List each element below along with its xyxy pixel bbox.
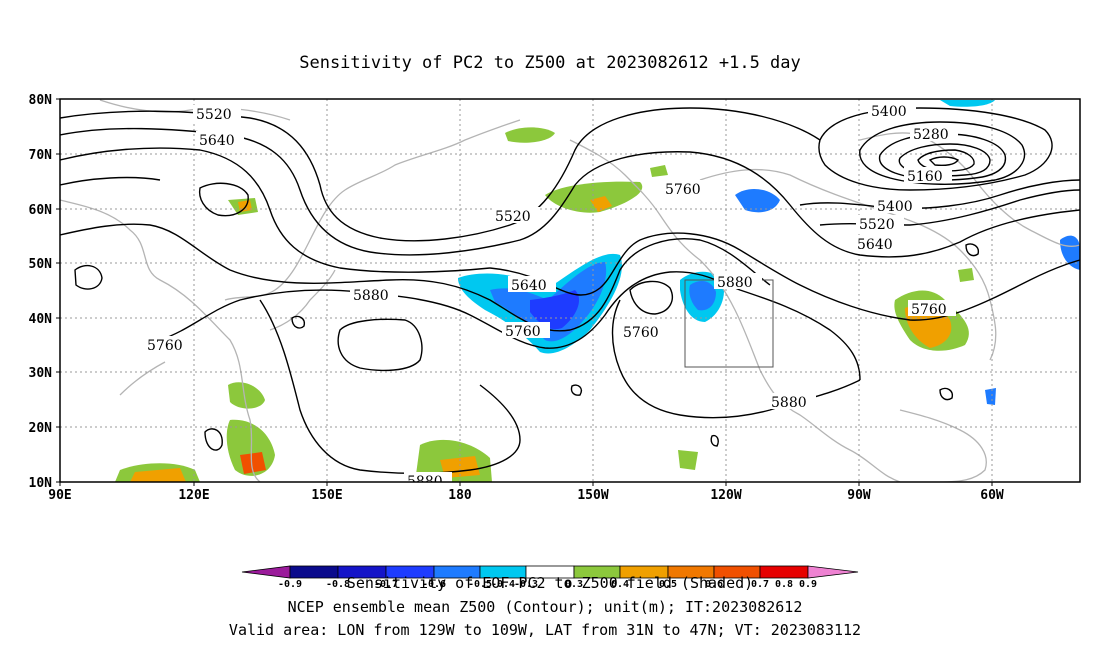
colorbar-label: 0.5 [659, 579, 677, 590]
lon-label: 180 [448, 488, 472, 503]
colorbar-label: -0.3 [514, 579, 538, 590]
shade-positive-hudson [958, 268, 974, 282]
lat-label: 10N [29, 476, 53, 491]
colorbar-label: -0.7 [374, 579, 398, 590]
shade-negative-canada [735, 188, 780, 213]
colorbar-segment [759, 565, 809, 579]
longitude-labels: 90E 120E 150E 180 150W 120W 90W 60W [48, 488, 1004, 503]
contour-label-5640-west: 5640 [199, 133, 235, 149]
shade-positive-west-pacific [228, 382, 265, 409]
lat-label: 70N [29, 148, 53, 163]
sensitivity-shading [115, 100, 1080, 482]
colorbar-label: 0.6 [705, 579, 723, 590]
shade-negative-ne-pacific-core [689, 280, 716, 311]
contour-label-5520-bering: 5520 [495, 209, 531, 225]
colorbar-right-arrow [807, 565, 859, 579]
shade-positive-alaska-orange [590, 196, 612, 212]
contour-label-5880-mexico: 5880 [771, 395, 807, 411]
colorbar-label: 0.4 [611, 579, 629, 590]
contour-label-5760-pacific: 5760 [505, 324, 541, 340]
colorbar-label: 0.9 [799, 579, 817, 590]
colorbar-label: -0.6 [422, 579, 446, 590]
map-area: 5520 5640 5400 5280 5160 5400 5520 5640 … [60, 99, 1080, 490]
z500-contours [60, 107, 1080, 475]
contour-label-5160: 5160 [907, 169, 943, 185]
contour-label-5760-low: 5760 [623, 325, 659, 341]
shade-positive-philippine-core [240, 452, 266, 474]
contour-label-5760-west: 5760 [147, 338, 183, 354]
coastlines [60, 99, 1080, 482]
shade-negative-darkcore [530, 290, 580, 330]
lon-label: 90E [48, 488, 71, 503]
shade-positive-south-china-core [130, 468, 186, 482]
figure-title: Sensitivity of PC2 to Z500 at 2023082612… [299, 53, 801, 73]
colorbar: -0.9 -0.8 -0.7 -0.6 -0.5 -0.4 -0.3 0.3 0… [241, 565, 859, 590]
contour-label-5760-atlantic: 5760 [911, 302, 947, 318]
colorbar-label: -0.5 [468, 579, 492, 590]
lon-label: 90W [847, 488, 871, 503]
footer-line-valid-area: Valid area: LON from 129W to 109W, LAT f… [229, 621, 861, 639]
shade-positive-alaska [545, 181, 643, 213]
contour-label-5520-west: 5520 [196, 107, 232, 123]
contour-label-5640-pacific: 5640 [511, 278, 547, 294]
contour-label-5880-south: 5880 [407, 474, 443, 490]
shade-positive-eastasia-core [238, 200, 252, 212]
colorbar-label: -0.9 [278, 579, 302, 590]
shade-positive-kamchatka [505, 127, 555, 143]
contour-label-5400-north: 5400 [871, 104, 907, 120]
contour-label-5280: 5280 [913, 127, 949, 143]
lat-label: 80N [29, 93, 53, 108]
lon-label: 60W [980, 488, 1004, 503]
lon-label: 120W [710, 488, 741, 503]
shade-positive-alaska2 [650, 165, 668, 177]
latitude-labels: 80N 70N 60N 50N 40N 30N 20N 10N [29, 93, 53, 491]
contour-labels: 5520 5640 5400 5280 5160 5400 5520 5640 … [144, 102, 958, 490]
colorbar-label: 0.3 [565, 579, 583, 590]
contour-label-5760-alaska: 5760 [665, 182, 701, 198]
colorbar-label: -0.4 [491, 579, 515, 590]
shade-negative-caribbean [985, 388, 996, 405]
shade-positive-hawaii [678, 450, 698, 470]
lon-label: 150W [577, 488, 608, 503]
lat-label: 20N [29, 421, 53, 436]
lat-label: 50N [29, 257, 53, 272]
lon-label: 150E [311, 488, 342, 503]
contour-label-5520-east: 5520 [859, 217, 895, 233]
lat-label: 60N [29, 203, 53, 218]
colorbar-label: -0.8 [326, 579, 350, 590]
lat-label: 30N [29, 366, 53, 381]
lat-label: 40N [29, 312, 53, 327]
map-frame [59, 98, 1081, 483]
colorbar-left-arrow [241, 565, 291, 579]
colorbar-label: 0.8 [775, 579, 793, 590]
footer-line-shading: Sensitivity of EOF PC2 to Z500 field (Sh… [347, 574, 753, 592]
contour-label-5880-west: 5880 [353, 288, 389, 304]
contour-label-5640-east: 5640 [857, 237, 893, 253]
contour-label-5400-east: 5400 [877, 199, 913, 215]
contour-label-5880-coast: 5880 [717, 275, 753, 291]
footer-line-contour: NCEP ensemble mean Z500 (Contour); unit(… [288, 598, 803, 616]
tick-marks [56, 98, 993, 486]
colorbar-label: 0.7 [751, 579, 769, 590]
shade-negative-arctic [940, 100, 995, 107]
lon-label: 120E [178, 488, 209, 503]
colorbar-segment [289, 565, 339, 579]
